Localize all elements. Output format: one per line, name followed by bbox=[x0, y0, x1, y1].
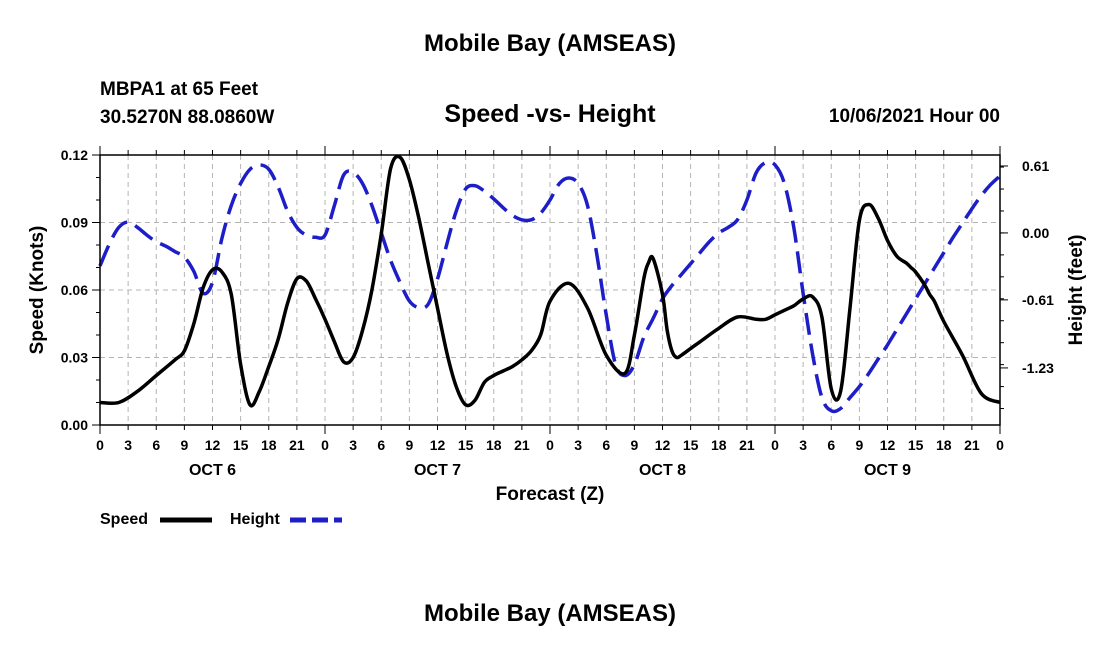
station-coords: 30.5270N 88.0860W bbox=[100, 107, 275, 128]
x-tick-label: 6 bbox=[152, 437, 160, 453]
x-tick-label: 9 bbox=[630, 437, 638, 453]
x-tick-label: 3 bbox=[349, 437, 357, 453]
x-tick-label: 12 bbox=[880, 437, 896, 453]
x-tick-label: 0 bbox=[321, 437, 329, 453]
x-tick-label: 12 bbox=[655, 437, 671, 453]
x-tick-label: 3 bbox=[799, 437, 807, 453]
y2-tick-label: 0.00 bbox=[1022, 225, 1049, 241]
series-line-height bbox=[98, 160, 1002, 414]
y-tick-label: 0.12 bbox=[61, 147, 88, 163]
y-axis-label: Speed (Knots) bbox=[27, 226, 48, 355]
x-day-label: OCT 8 bbox=[639, 462, 686, 479]
x-tick-label: 9 bbox=[405, 437, 413, 453]
y2-tick-label: -1.23 bbox=[1022, 360, 1054, 376]
x-tick-label: 15 bbox=[233, 437, 249, 453]
x-tick-label: 18 bbox=[261, 437, 277, 453]
y-tick-label: 0.06 bbox=[61, 282, 88, 298]
x-tick-label: 9 bbox=[855, 437, 863, 453]
series-line-speed bbox=[99, 154, 1001, 408]
x-tick-label: 18 bbox=[936, 437, 952, 453]
station-info: MBPA1 at 65 Feet 30.5270N 88.0860W bbox=[100, 76, 274, 132]
y2-tick-label: -0.61 bbox=[1022, 292, 1054, 308]
y-tick-label: 0.00 bbox=[61, 417, 88, 433]
axis-ticks: 0 3 6 9 12 15 18 21 0 3 6 9 12 15 18 21 0 3 6 9 12 15 18 21 0 3 6 9… bbox=[61, 146, 1054, 479]
x-tick-label: 21 bbox=[739, 437, 755, 453]
x-tick-label: 0 bbox=[546, 437, 554, 453]
series-layer bbox=[98, 154, 1002, 414]
x-tick-label: 3 bbox=[124, 437, 132, 453]
legend-height-label: Height bbox=[230, 511, 280, 528]
x-tick-label: 15 bbox=[683, 437, 699, 453]
x-tick-label: 9 bbox=[180, 437, 188, 453]
x-tick-label: 21 bbox=[964, 437, 980, 453]
legend: Speed Height bbox=[100, 511, 342, 528]
x-tick-label: 21 bbox=[514, 437, 530, 453]
bottom-title: Mobile Bay (AMSEAS) bbox=[423, 600, 677, 627]
x-tick-label: 6 bbox=[377, 437, 385, 453]
y-tick-label: 0.09 bbox=[61, 215, 88, 231]
x-tick-label: 18 bbox=[711, 437, 727, 453]
grid-lines bbox=[100, 155, 1000, 425]
y2-tick-label: 0.61 bbox=[1022, 158, 1049, 174]
chart-title: Speed -vs- Height bbox=[444, 100, 656, 128]
x-tick-label: 15 bbox=[908, 437, 924, 453]
x-tick-label: 15 bbox=[458, 437, 474, 453]
top-title: Mobile Bay (AMSEAS) bbox=[423, 30, 677, 57]
x-tick-label: 0 bbox=[771, 437, 779, 453]
y2-axis-label: Height (feet) bbox=[1066, 235, 1087, 346]
x-day-label: OCT 7 bbox=[414, 462, 461, 479]
x-tick-label: 6 bbox=[827, 437, 835, 453]
legend-speed-label: Speed bbox=[100, 511, 148, 528]
date-label: 10/06/2021 Hour 00 bbox=[828, 106, 1000, 127]
x-tick-label: 6 bbox=[602, 437, 610, 453]
x-tick-label: 0 bbox=[96, 437, 104, 453]
x-tick-label: 21 bbox=[289, 437, 305, 453]
x-day-label: OCT 6 bbox=[189, 462, 236, 479]
x-axis-label: Forecast (Z) bbox=[496, 484, 605, 505]
station-name: MBPA1 at 65 Feet bbox=[100, 79, 259, 100]
x-day-label: OCT 9 bbox=[864, 462, 911, 479]
x-tick-label: 12 bbox=[430, 437, 446, 453]
x-tick-label: 12 bbox=[205, 437, 221, 453]
x-tick-label: 0 bbox=[996, 437, 1004, 453]
y-tick-label: 0.03 bbox=[61, 350, 88, 366]
x-tick-label: 18 bbox=[486, 437, 502, 453]
x-tick-label: 3 bbox=[574, 437, 582, 453]
